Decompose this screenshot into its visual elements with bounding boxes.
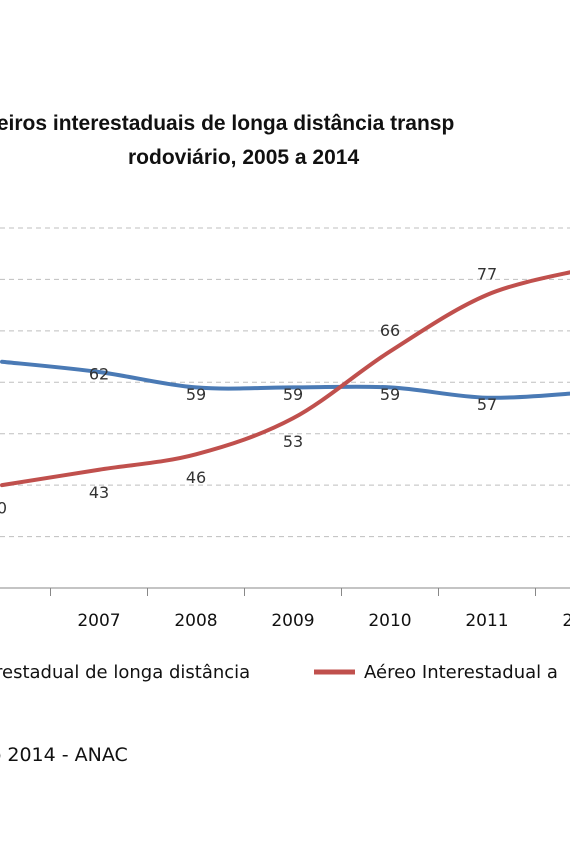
data-label: 46	[186, 468, 206, 487]
data-label: 53	[283, 432, 303, 451]
data-label: 62	[89, 365, 109, 384]
data-label: 43	[89, 483, 109, 502]
series-line-0	[0, 359, 570, 400]
legend: restadual de longa distância Aéreo Intere…	[0, 662, 558, 683]
data-label: 77	[477, 264, 497, 283]
x-tick-label: 2007	[77, 611, 120, 631]
data-labels: 62595959575043465366778	[0, 264, 497, 518]
legend-label-red: Aéreo Interestadual a	[364, 662, 558, 683]
x-tick-label: 2012	[562, 611, 570, 631]
data-label: 59	[380, 385, 400, 404]
legend-label-blue: restadual de longa distância	[0, 662, 250, 683]
series-line-1	[0, 270, 570, 488]
data-label: 0	[0, 499, 7, 518]
x-tick-label: 2008	[174, 611, 217, 631]
data-label: 66	[380, 321, 400, 340]
grid-lines	[0, 227, 570, 538]
data-label: 57	[477, 395, 497, 414]
x-axis: 2007 2008 2009 2010 2011 2012	[0, 587, 570, 631]
series-lines	[0, 270, 570, 488]
data-label: 59	[283, 385, 303, 404]
x-tick-label: 2010	[368, 611, 411, 631]
source-note: eo 2014 - ANAC	[0, 744, 128, 766]
data-label: 59	[186, 385, 206, 404]
chart-title-line-2: rodoviário, 2005 a 2014	[128, 146, 360, 169]
x-tick-label: 2009	[271, 611, 314, 631]
chart-title-line-1: geiros interestaduais de longa distância…	[0, 112, 455, 135]
x-tick-label: 2011	[465, 611, 508, 631]
